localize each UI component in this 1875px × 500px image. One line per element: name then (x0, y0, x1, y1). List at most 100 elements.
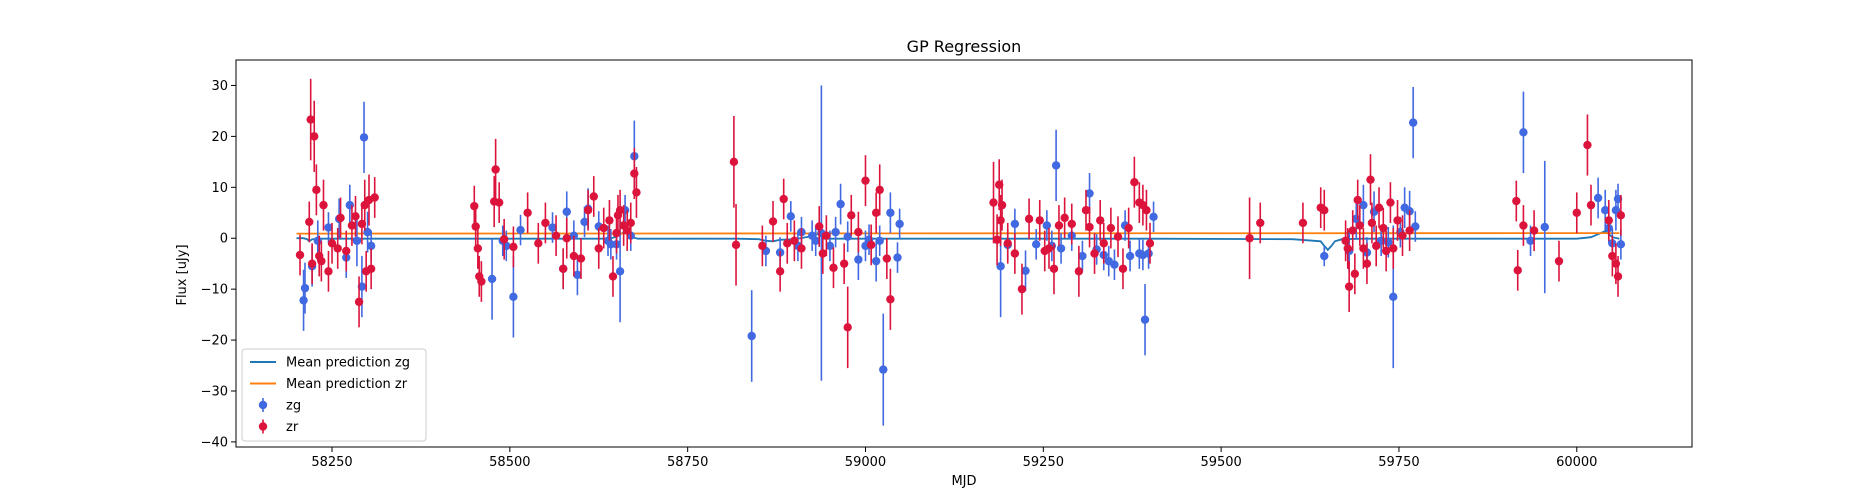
legend-swatch-3 (258, 422, 268, 431)
point-zg-93 (1526, 236, 1535, 245)
point-zr-7 (317, 256, 326, 266)
point-zg-46 (854, 255, 863, 264)
series-zr (295, 78, 1626, 369)
point-zr-3 (307, 259, 317, 268)
point-zr-108 (1145, 239, 1155, 248)
x-tick-label-7: 60000 (1556, 455, 1597, 470)
point-zr-142 (1604, 216, 1613, 225)
point-zg-78 (1320, 251, 1329, 261)
point-zg-70 (1110, 260, 1119, 269)
point-zr-32 (509, 242, 518, 252)
point-zg-0 (299, 296, 308, 305)
point-zr-131 (1393, 216, 1402, 225)
point-zr-74 (871, 208, 881, 217)
point-zr-75 (875, 185, 884, 195)
point-zr-136 (1519, 221, 1528, 230)
point-zg-94 (1540, 222, 1549, 232)
point-zr-100 (1106, 223, 1116, 233)
point-zr-63 (797, 244, 806, 253)
point-zr-46 (608, 272, 618, 281)
point-zg-95 (1593, 193, 1603, 203)
point-zr-126 (1374, 203, 1384, 212)
point-zr-91 (1054, 221, 1064, 230)
point-zr-8 (319, 200, 328, 210)
x-tick-label-0: 58250 (311, 455, 352, 470)
point-zr-34 (534, 239, 543, 248)
point-zr-107 (1142, 206, 1151, 215)
point-zg-42 (825, 241, 835, 251)
point-zr-140 (1583, 140, 1592, 150)
y-tick-label-6: 20 (211, 130, 228, 145)
point-zr-27 (477, 277, 486, 286)
point-zr-145 (1613, 272, 1623, 281)
point-zr-52 (626, 218, 635, 228)
point-zg-13 (487, 274, 497, 284)
point-zr-51 (623, 226, 632, 235)
point-zr-113 (1320, 206, 1329, 215)
point-zr-97 (1090, 249, 1099, 258)
y-tick-label-2: −20 (201, 334, 228, 349)
point-zg-8 (352, 236, 362, 245)
point-zr-129 (1386, 198, 1395, 207)
mean-prediction-line-1 (296, 232, 1620, 235)
point-zg-29 (615, 267, 625, 276)
y-tick-label-4: 0 (220, 232, 228, 247)
point-zg-33 (747, 331, 756, 341)
point-zg-49 (871, 256, 881, 266)
y-tick-label-7: 30 (211, 79, 228, 94)
point-zg-92 (1519, 128, 1528, 137)
point-zg-52 (886, 208, 895, 217)
point-zr-109 (1245, 234, 1254, 243)
point-zr-146 (1616, 211, 1626, 220)
point-zr-87 (1035, 216, 1044, 225)
point-zr-94 (1074, 267, 1084, 276)
point-zr-104 (1130, 178, 1139, 187)
point-zg-7 (345, 200, 355, 210)
point-zr-81 (996, 216, 1005, 225)
point-zr-57 (758, 241, 767, 251)
point-zr-45 (605, 216, 614, 225)
point-zr-110 (1256, 218, 1265, 228)
point-zr-77 (886, 295, 895, 304)
point-zr-92 (1060, 213, 1069, 223)
point-zr-29 (491, 165, 500, 174)
point-zg-60 (1042, 221, 1052, 230)
point-zg-54 (895, 219, 904, 229)
plot-area (295, 78, 1626, 426)
point-zr-4 (310, 132, 319, 141)
point-zr-101 (1113, 232, 1123, 241)
point-zr-62 (790, 236, 799, 245)
point-zg-22 (573, 270, 582, 280)
point-zr-89 (1044, 244, 1054, 253)
point-zr-83 (1003, 239, 1012, 248)
point-zr-12 (336, 213, 345, 223)
point-zg-58 (1021, 266, 1030, 276)
point-zr-53 (630, 169, 639, 178)
point-zr-128 (1381, 246, 1391, 256)
point-zr-125 (1371, 241, 1381, 251)
x-tick-label-1: 58500 (489, 455, 530, 470)
point-zr-69 (843, 323, 852, 332)
point-zr-119 (1353, 195, 1362, 205)
point-zg-90 (1408, 118, 1418, 127)
x-tick-label-4: 59250 (1023, 455, 1064, 470)
point-zr-0 (295, 250, 305, 260)
point-zr-66 (822, 231, 831, 240)
point-zg-12 (366, 241, 376, 251)
point-zg-40 (811, 236, 820, 245)
point-zr-41 (583, 206, 593, 215)
x-tick-label-2: 58750 (667, 455, 708, 470)
y-axis-label: Flux [uJy] (175, 244, 190, 305)
point-zr-55 (729, 157, 739, 167)
point-zr-95 (1081, 206, 1091, 215)
point-zr-21 (366, 264, 376, 273)
point-zr-38 (562, 234, 571, 243)
point-zr-65 (818, 249, 828, 258)
point-zg-43 (831, 227, 840, 237)
point-zr-35 (541, 218, 550, 228)
point-zr-103 (1124, 223, 1133, 233)
point-zr-70 (847, 211, 856, 220)
point-zr-67 (829, 263, 838, 272)
point-zr-23 (470, 201, 479, 211)
point-zr-10 (327, 239, 337, 248)
